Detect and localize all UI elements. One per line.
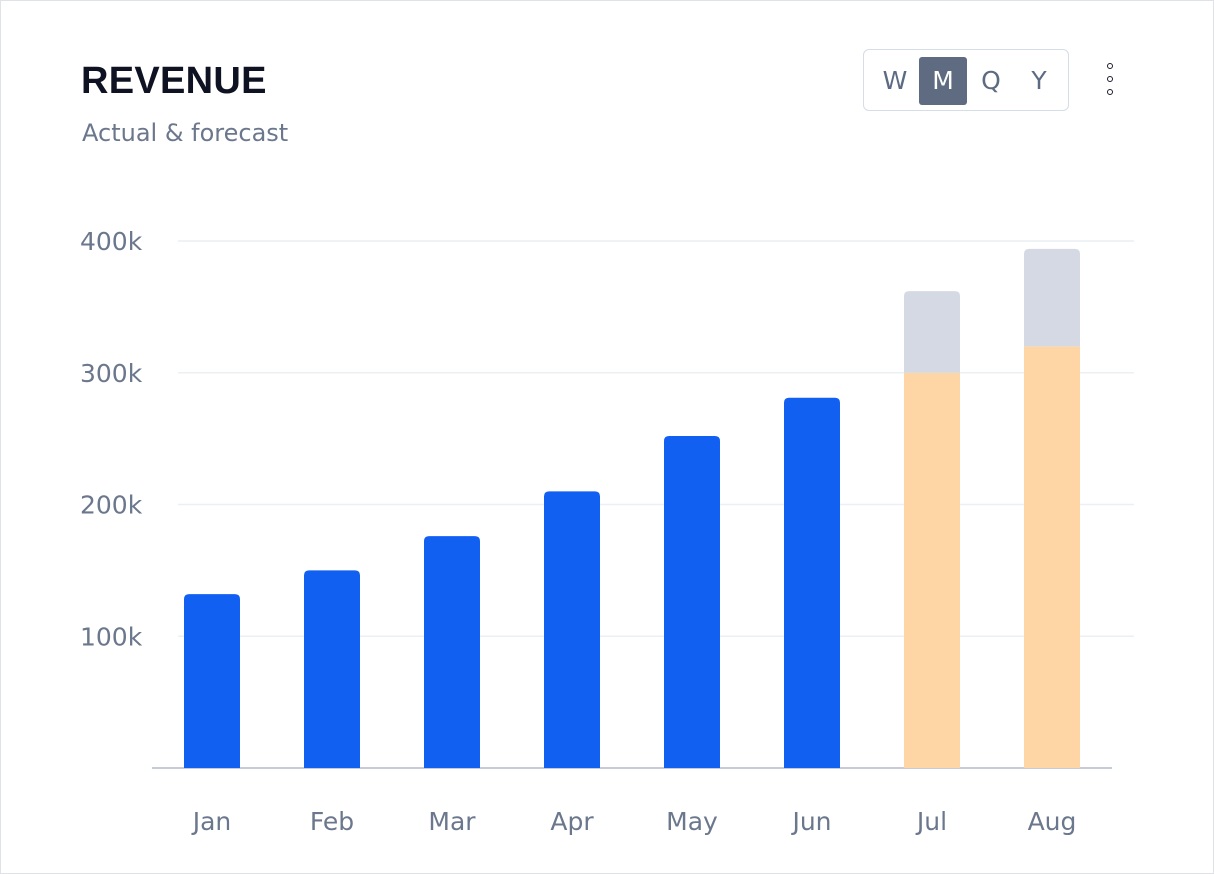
period-year-button[interactable]: Y	[1015, 57, 1063, 105]
period-quarter-button[interactable]: Q	[967, 57, 1015, 105]
actual-bar	[424, 536, 480, 768]
more-options-button[interactable]	[1095, 61, 1125, 101]
forecast-upside-bar	[904, 291, 960, 373]
x-tick-label: Jan	[191, 807, 232, 836]
y-tick-label: 200k	[80, 491, 143, 520]
actual-bar	[184, 594, 240, 768]
actual-bar	[664, 435, 720, 768]
x-tick-label: Feb	[310, 807, 354, 836]
forecast-bar	[1024, 346, 1080, 768]
x-tick-label: May	[666, 807, 718, 836]
y-tick-label: 100k	[80, 622, 143, 651]
x-tick-label: Mar	[428, 807, 476, 836]
x-tick-label: Jun	[790, 807, 831, 836]
y-tick-label: 300k	[80, 359, 143, 388]
period-week-button[interactable]: W	[871, 57, 919, 105]
x-tick-label: Jul	[915, 807, 947, 836]
actual-bar	[544, 491, 600, 768]
actual-bar	[784, 397, 840, 768]
period-toggle: W M Q Y	[863, 49, 1069, 111]
chart-subtitle: Actual & forecast	[82, 119, 289, 147]
forecast-upside-bar	[1024, 248, 1080, 347]
period-month-button[interactable]: M	[919, 57, 967, 105]
x-tick-label: Apr	[550, 807, 594, 836]
chart-title: REVENUE	[81, 60, 267, 102]
y-tick-label: 400k	[80, 227, 143, 256]
x-tick-label: Aug	[1028, 807, 1077, 836]
forecast-bar	[904, 372, 960, 768]
actual-bar	[304, 570, 360, 768]
